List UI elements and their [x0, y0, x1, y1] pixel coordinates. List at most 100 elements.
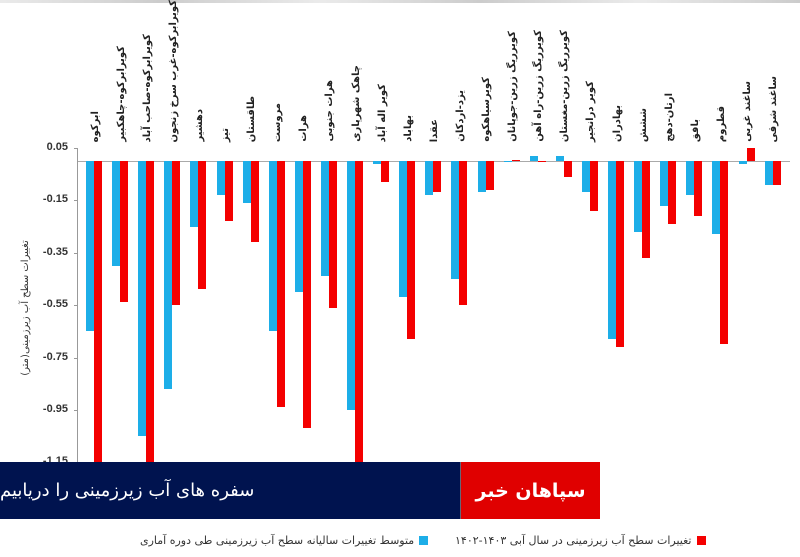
legend-swatch-blue: [419, 535, 429, 545]
x-tick-label: عقدا: [428, 118, 440, 142]
legend-label-average: متوسط تغییرات سالیانه سطح آب زیرزمینی طی…: [140, 533, 415, 547]
x-tick-label: بهادران: [611, 105, 623, 142]
bar-annual: [355, 161, 363, 462]
bar-average: [347, 161, 355, 410]
x-tick-label: ششش: [637, 107, 649, 142]
x-tick-label: کویر اله آباد: [376, 83, 388, 142]
x-tick-label: کویر درانجیر: [585, 80, 597, 142]
bar-annual: [328, 161, 337, 308]
bar-average: [764, 161, 773, 185]
x-tick-label: دهشیر: [193, 109, 205, 142]
x-tick-label: ساغند شرقی: [768, 75, 780, 142]
bar-annual: [120, 161, 129, 303]
legend-swatch-red: [696, 535, 706, 545]
y-tick-label: -0.35: [42, 245, 68, 258]
bar-annual: [563, 161, 572, 177]
bar-average: [581, 161, 590, 193]
y-tick-label: -0.55: [42, 298, 68, 311]
bar-annual: [146, 161, 155, 462]
y-tick-mark: [74, 409, 78, 411]
x-tick-label: کویرریگ زرین-مغستان: [559, 29, 571, 142]
bar-average: [425, 161, 434, 196]
x-tick-label: کویرریگ زرین-راه آهن: [533, 30, 545, 142]
y-tick-label: -0.95: [42, 402, 68, 415]
bar-annual: [511, 159, 520, 161]
x-tick-label: کویرابرکوه-غرب سرخ زنجون: [167, 0, 179, 142]
bar-average: [190, 161, 199, 227]
bar-average: [686, 161, 695, 196]
x-tick-label: چاهک شهرپاری: [350, 65, 362, 142]
x-tick-label: بهاباد: [402, 115, 414, 142]
legend-item-annual: تغییرات سطح آب زیرزمینی در سال آبی ۱۴۰۳-…: [455, 530, 706, 550]
news-banner: سفره های آب زیرزمینی را دریابیم سپاهان خ…: [0, 462, 600, 519]
x-tick-label: هرات: [298, 115, 310, 142]
bar-annual: [276, 161, 285, 408]
banner-title: سفره های آب زیرزمینی را دریابیم: [0, 462, 461, 519]
bar-average: [268, 161, 277, 332]
bar-annual: [746, 147, 755, 161]
bar-annual: [694, 161, 703, 217]
bar-annual: [668, 161, 677, 224]
x-tick-label: کویرابرکوه-چاهکبیر: [115, 46, 127, 142]
x-tick-label: بافق: [689, 118, 701, 142]
bar-annual: [537, 161, 546, 162]
bar-annual: [407, 161, 416, 340]
x-tick-label: یزد-اردکان: [454, 90, 466, 142]
y-tick-mark: [74, 200, 78, 202]
bar-average: [529, 155, 538, 161]
bar-annual: [616, 161, 624, 348]
bar-annual: [250, 161, 259, 243]
y-tick-label: 0.05: [46, 140, 68, 153]
bar-annual: [224, 161, 233, 222]
x-tick-label: قطروم: [715, 105, 727, 142]
bar-average: [294, 161, 303, 292]
bar-annual: [172, 161, 181, 306]
bar-average: [555, 155, 564, 161]
y-tick-mark: [74, 305, 78, 307]
y-tick-mark: [74, 147, 78, 149]
bar-annual: [459, 161, 468, 306]
bar-average: [320, 161, 329, 277]
bar-annual: [589, 161, 598, 211]
x-tick-label: کویرریگ زرین-جوپانان: [507, 31, 519, 142]
y-tick-label: -0.75: [42, 350, 68, 363]
top-strip: [0, 0, 800, 3]
y-tick-label: -0.15: [42, 193, 68, 206]
bar-average: [477, 161, 486, 193]
bar-average: [164, 161, 173, 389]
x-tick-label: ساغند غربی: [742, 81, 753, 142]
bar-average: [216, 161, 225, 196]
x-tick-label: تیز: [220, 127, 231, 142]
x-tick-label: ابرکوه: [89, 110, 101, 142]
y-tick-mark: [74, 252, 78, 254]
bar-average: [634, 161, 643, 232]
bar-average: [86, 161, 94, 332]
bar-average: [608, 161, 616, 340]
bar-average: [660, 161, 669, 206]
bar-average: [373, 161, 382, 164]
legend-item-average: متوسط تغییرات سالیانه سطح آب زیرزمینی طی…: [140, 530, 429, 550]
x-tick-label: ارتان-دهج: [663, 93, 675, 142]
bar-annual: [433, 161, 442, 193]
bar-annual: [198, 161, 207, 290]
bar-annual: [485, 161, 494, 190]
x-tick-label: مروست: [272, 102, 284, 142]
bar-annual: [720, 161, 729, 345]
y-tick-mark: [74, 357, 78, 359]
x-tick-label: کویرسیاهکوه: [481, 77, 492, 142]
brand-logo: سپاهان خبر: [461, 462, 600, 519]
bar-average: [138, 161, 147, 437]
bar-average: [503, 161, 512, 162]
bar-annual: [302, 161, 311, 429]
bar-average: [242, 161, 251, 203]
bar-annual: [772, 161, 781, 185]
bar-average: [712, 161, 721, 235]
bar-average: [451, 161, 460, 279]
bar-annual: [381, 161, 390, 182]
x-tick-label: کویرابرکوه-صاحب آباد: [141, 33, 153, 142]
bar-average: [738, 161, 747, 164]
bar-average: [399, 161, 408, 298]
x-tick-label: طاقستان: [246, 95, 258, 142]
bar-average: [112, 161, 121, 266]
